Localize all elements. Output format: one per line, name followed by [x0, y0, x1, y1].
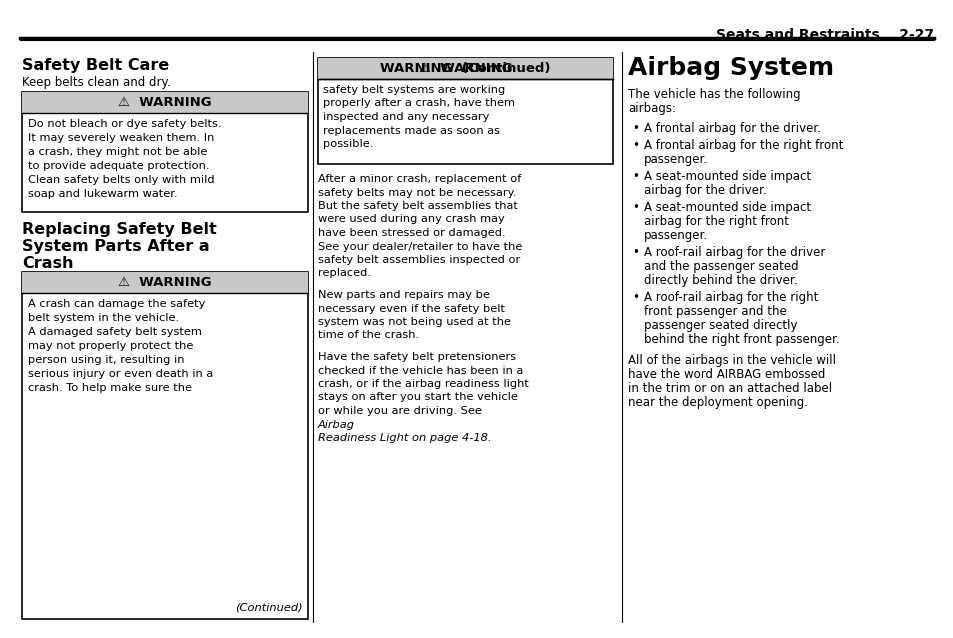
- Text: directly behind the driver.: directly behind the driver.: [643, 274, 797, 287]
- Text: •: •: [631, 170, 639, 183]
- Text: replacements made as soon as: replacements made as soon as: [323, 126, 499, 135]
- Bar: [317, 58, 613, 79]
- Text: inspected and any necessary: inspected and any necessary: [323, 112, 489, 122]
- Text: Have the safety belt pretensioners: Have the safety belt pretensioners: [317, 352, 516, 362]
- Text: Safety Belt Care: Safety Belt Care: [22, 58, 169, 73]
- Text: A frontal airbag for the driver.: A frontal airbag for the driver.: [643, 122, 821, 135]
- Bar: [317, 58, 613, 79]
- Bar: [22, 92, 308, 212]
- Text: See your dealer/retailer to have the: See your dealer/retailer to have the: [317, 242, 522, 251]
- Text: Replacing Safety Belt: Replacing Safety Belt: [22, 222, 216, 237]
- Text: A roof-rail airbag for the driver: A roof-rail airbag for the driver: [643, 246, 824, 259]
- Text: Airbag System: Airbag System: [627, 56, 833, 80]
- Text: crash, or if the airbag readiness light: crash, or if the airbag readiness light: [317, 379, 528, 389]
- Text: A crash can damage the safety: A crash can damage the safety: [28, 299, 205, 309]
- Text: ⚠  WARNING: ⚠ WARNING: [118, 276, 212, 289]
- Text: A damaged safety belt system: A damaged safety belt system: [28, 327, 202, 337]
- Text: near the deployment opening.: near the deployment opening.: [627, 396, 807, 409]
- Text: necessary even if the safety belt: necessary even if the safety belt: [317, 304, 504, 313]
- Text: soap and lukewarm water.: soap and lukewarm water.: [28, 189, 177, 199]
- Text: airbag for the driver.: airbag for the driver.: [643, 184, 766, 197]
- Text: to provide adequate protection.: to provide adequate protection.: [28, 161, 210, 171]
- Text: passenger.: passenger.: [643, 153, 707, 166]
- Text: System Parts After a: System Parts After a: [22, 239, 210, 254]
- Text: or while you are driving. See: or while you are driving. See: [317, 406, 485, 416]
- Text: possible.: possible.: [323, 139, 373, 149]
- Text: safety belts may not be necessary.: safety belts may not be necessary.: [317, 188, 516, 198]
- Text: serious injury or even death in a: serious injury or even death in a: [28, 369, 213, 379]
- Text: and the passenger seated: and the passenger seated: [643, 260, 798, 273]
- Text: ⚠  WARNING: ⚠ WARNING: [418, 62, 512, 75]
- Text: passenger seated directly: passenger seated directly: [643, 319, 797, 332]
- Text: person using it, resulting in: person using it, resulting in: [28, 355, 184, 365]
- Text: (Continued): (Continued): [235, 603, 303, 613]
- Text: checked if the vehicle has been in a: checked if the vehicle has been in a: [317, 366, 523, 376]
- Text: Readiness Light on page 4-18.: Readiness Light on page 4-18.: [317, 433, 491, 443]
- Text: ⚠  WARNING: ⚠ WARNING: [118, 96, 212, 109]
- Text: in the trim or on an attached label: in the trim or on an attached label: [627, 382, 831, 395]
- Text: Do not bleach or dye safety belts.: Do not bleach or dye safety belts.: [28, 119, 221, 129]
- Text: have been stressed or damaged.: have been stressed or damaged.: [317, 228, 505, 238]
- Text: were used during any crash may: were used during any crash may: [317, 214, 504, 225]
- Text: •: •: [631, 291, 639, 304]
- Text: •: •: [631, 122, 639, 135]
- Text: have the word AIRBAG embossed: have the word AIRBAG embossed: [627, 368, 824, 381]
- Text: •: •: [631, 201, 639, 214]
- Text: safety belt systems are working: safety belt systems are working: [323, 85, 505, 95]
- Text: Crash: Crash: [22, 256, 73, 271]
- Bar: [317, 58, 613, 164]
- Bar: [22, 272, 308, 293]
- Text: airbags:: airbags:: [627, 102, 676, 115]
- Text: But the safety belt assemblies that: But the safety belt assemblies that: [317, 201, 517, 211]
- Text: A frontal airbag for the right front: A frontal airbag for the right front: [643, 139, 842, 152]
- Text: properly after a crash, have them: properly after a crash, have them: [323, 98, 515, 108]
- Text: •: •: [631, 139, 639, 152]
- Text: airbag for the right front: airbag for the right front: [643, 215, 788, 228]
- Text: time of the crash.: time of the crash.: [317, 330, 418, 341]
- Text: behind the right front passenger.: behind the right front passenger.: [643, 333, 839, 346]
- Text: front passenger and the: front passenger and the: [643, 305, 786, 318]
- Text: passenger.: passenger.: [643, 229, 707, 242]
- Text: New parts and repairs may be: New parts and repairs may be: [317, 290, 489, 300]
- Text: WARNING  (Continued): WARNING (Continued): [380, 62, 550, 75]
- Text: A seat-mounted side impact: A seat-mounted side impact: [643, 201, 810, 214]
- Text: All of the airbags in the vehicle will: All of the airbags in the vehicle will: [627, 354, 835, 367]
- Text: Keep belts clean and dry.: Keep belts clean and dry.: [22, 76, 171, 89]
- Text: may not properly protect the: may not properly protect the: [28, 341, 193, 351]
- Text: replaced.: replaced.: [317, 269, 371, 279]
- Text: system was not being used at the: system was not being used at the: [317, 317, 511, 327]
- Text: a crash, they might not be able: a crash, they might not be able: [28, 147, 207, 157]
- Text: •: •: [631, 246, 639, 259]
- Text: Airbag: Airbag: [317, 420, 355, 429]
- Text: crash. To help make sure the: crash. To help make sure the: [28, 383, 192, 393]
- Text: The vehicle has the following: The vehicle has the following: [627, 88, 800, 101]
- Text: safety belt assemblies inspected or: safety belt assemblies inspected or: [317, 255, 519, 265]
- Text: Clean safety belts only with mild: Clean safety belts only with mild: [28, 175, 214, 185]
- Text: Seats and Restraints    2-27: Seats and Restraints 2-27: [715, 28, 933, 42]
- Text: belt system in the vehicle.: belt system in the vehicle.: [28, 313, 179, 323]
- Text: A roof-rail airbag for the right: A roof-rail airbag for the right: [643, 291, 818, 304]
- Text: It may severely weaken them. In: It may severely weaken them. In: [28, 133, 214, 143]
- Bar: [22, 92, 308, 113]
- Text: After a minor crash, replacement of: After a minor crash, replacement of: [317, 174, 521, 184]
- Bar: [22, 272, 308, 619]
- Text: A seat-mounted side impact: A seat-mounted side impact: [643, 170, 810, 183]
- Text: stays on after you start the vehicle: stays on after you start the vehicle: [317, 392, 517, 403]
